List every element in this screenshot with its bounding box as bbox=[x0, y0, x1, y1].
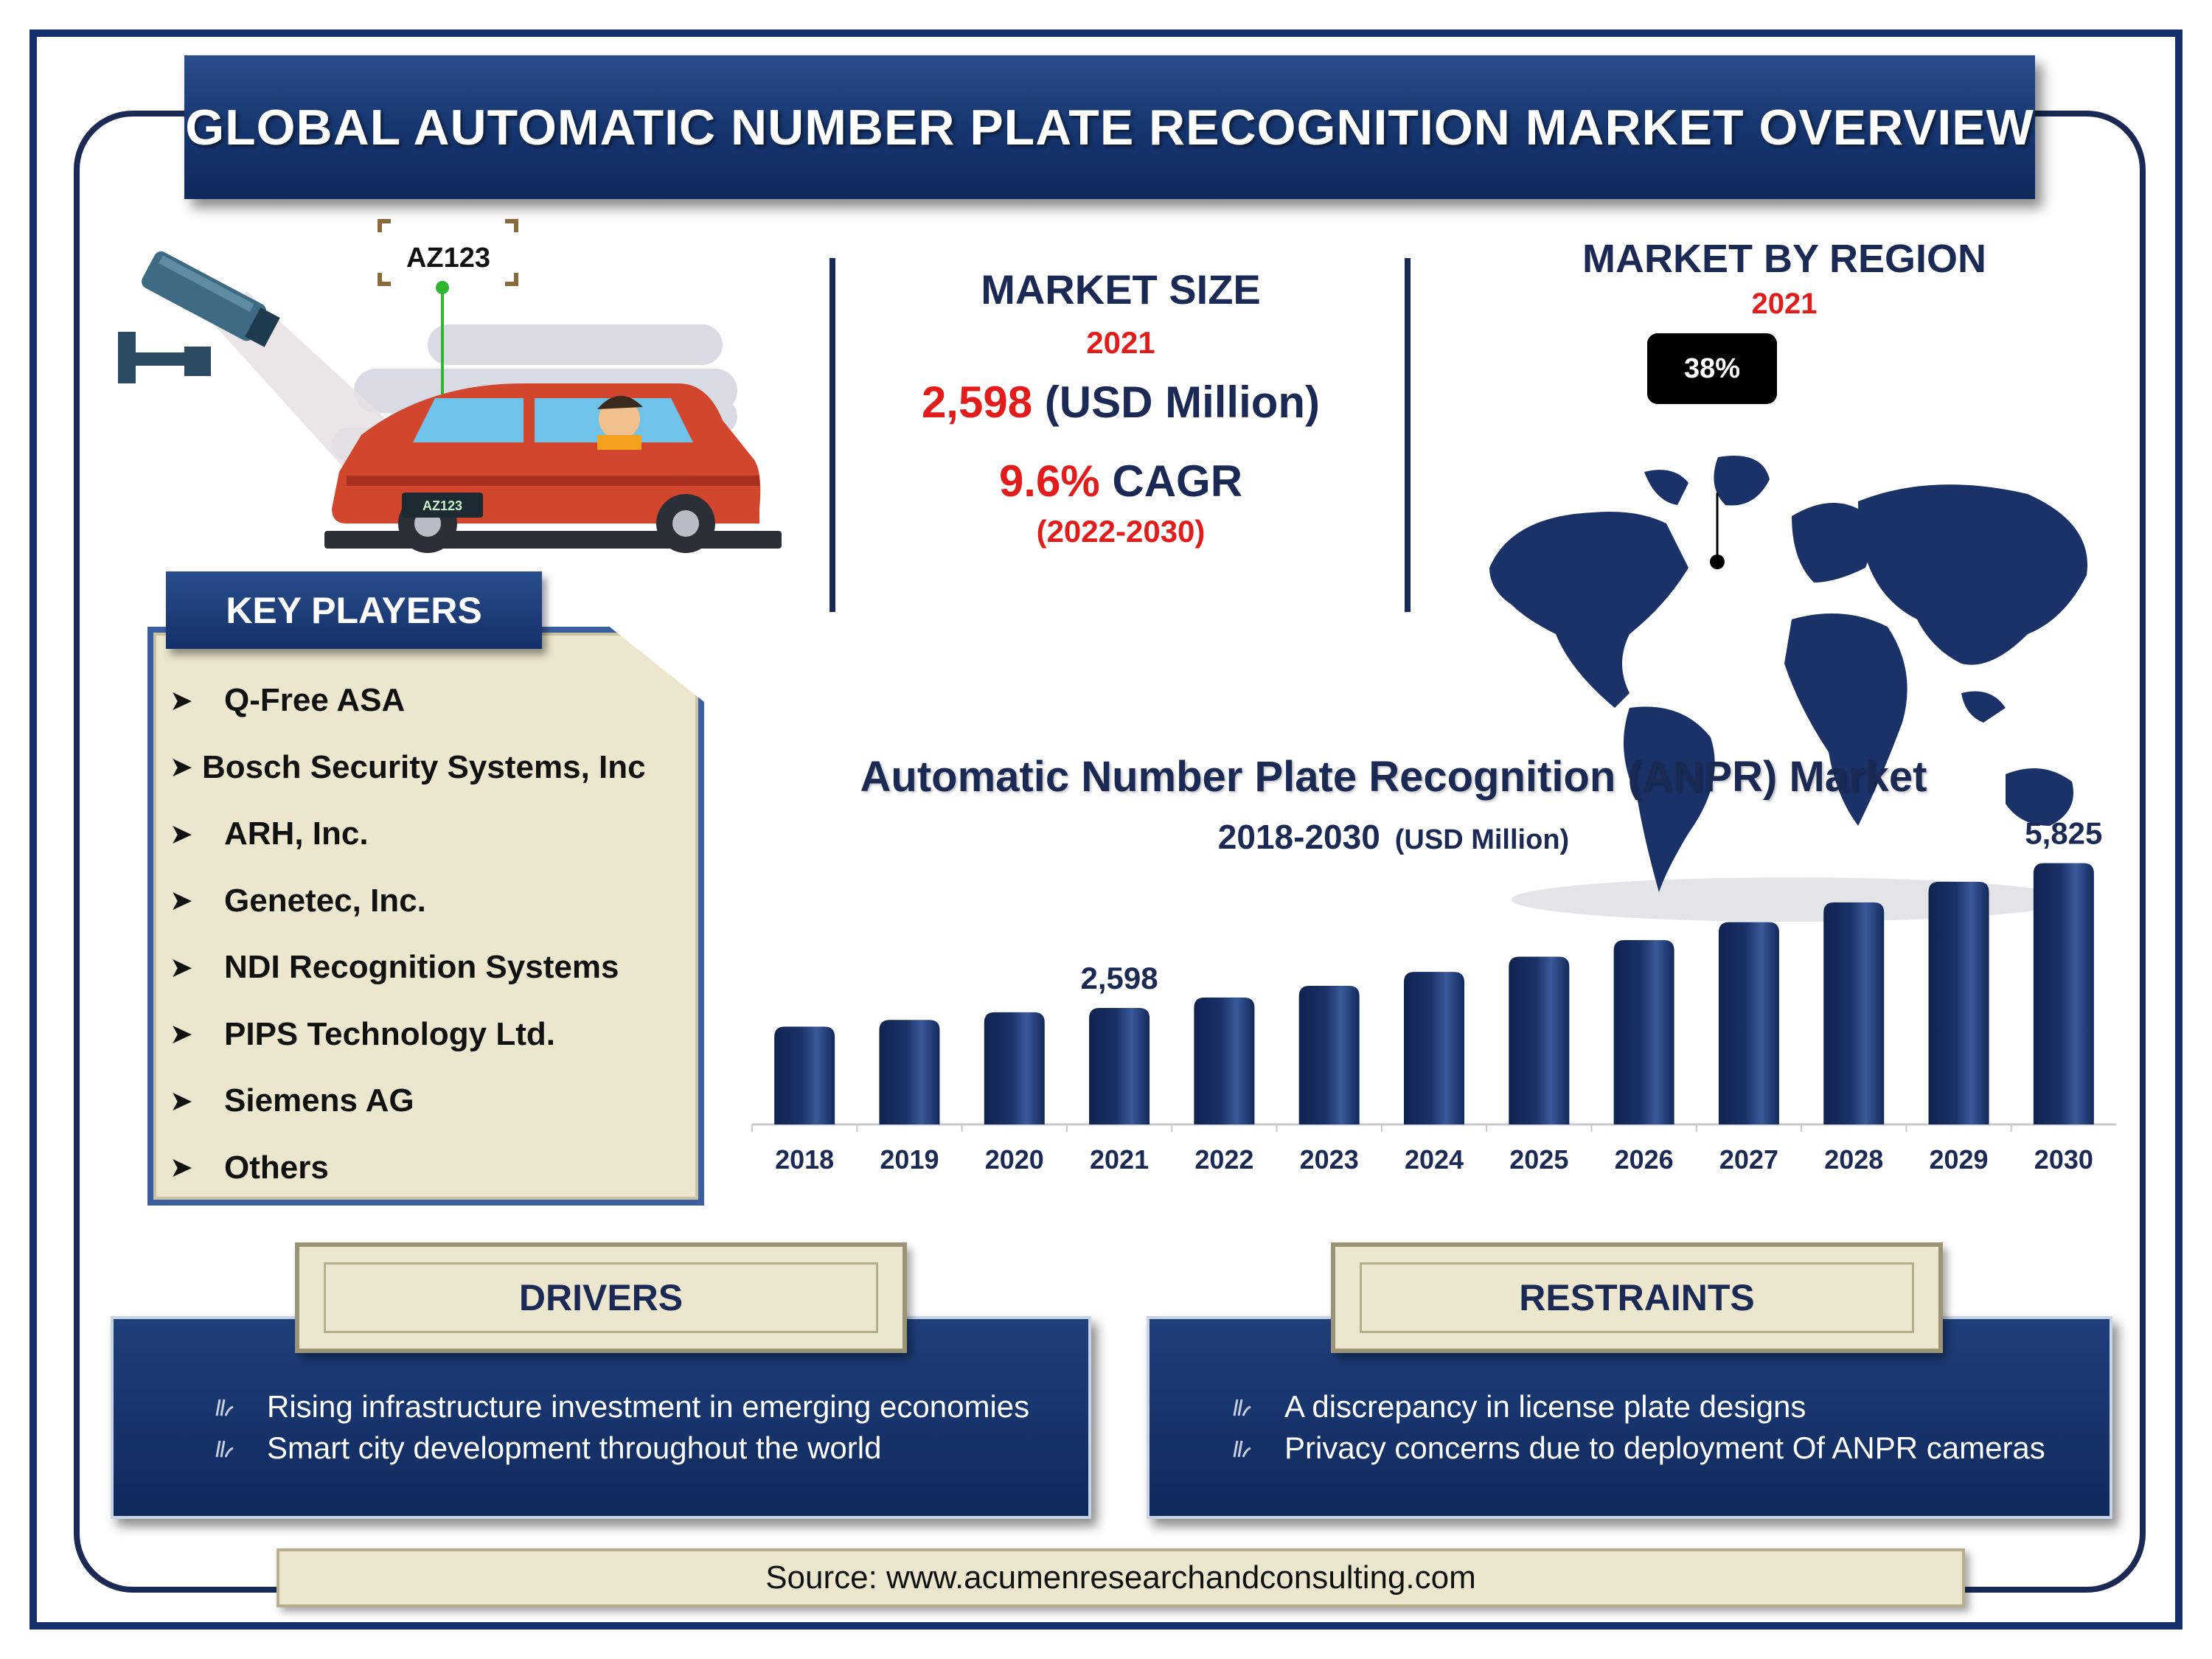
x-tick-label: 2030 bbox=[2034, 1144, 2093, 1175]
chart-subtitle: 2018-2030 (USD Million) bbox=[737, 817, 2050, 857]
x-tick-label: 2022 bbox=[1194, 1144, 1253, 1175]
list-item: Privacy concerns due to deployment Of AN… bbox=[1231, 1427, 2045, 1469]
bar-2024 bbox=[1404, 972, 1464, 1124]
car-plate-label: AZ123 bbox=[422, 498, 462, 513]
cagr-range: (2022-2030) bbox=[1036, 514, 1206, 549]
restraints-title: RESTRAINTS bbox=[1359, 1262, 1915, 1334]
bar-2026 bbox=[1613, 939, 1674, 1124]
divider-left bbox=[830, 258, 835, 612]
x-tick-label: 2026 bbox=[1615, 1144, 1674, 1175]
drivers-box bbox=[111, 1316, 1091, 1519]
title-banner: GLOBAL AUTOMATIC NUMBER PLATE RECOGNITIO… bbox=[184, 55, 2035, 199]
arrow-icon: ➤ bbox=[170, 752, 193, 784]
x-tick-label: 2023 bbox=[1300, 1144, 1359, 1175]
divider-right bbox=[1405, 258, 1411, 612]
bar-2023 bbox=[1298, 986, 1360, 1124]
list-item: ➤ PIPS Technology Ltd. bbox=[170, 1015, 555, 1052]
plate-label: AZ123 bbox=[406, 243, 490, 274]
bar-2025 bbox=[1509, 956, 1570, 1124]
car-icon bbox=[332, 383, 761, 553]
source-text: Source: www.acumenresearchandconsulting.… bbox=[765, 1559, 1476, 1596]
region-title: MARKET BY REGION bbox=[1582, 237, 1987, 281]
drivers-tab: DRIVERS bbox=[295, 1242, 907, 1353]
bullet-icon bbox=[1231, 1430, 1284, 1466]
cagr-value: 9.6% bbox=[998, 456, 1100, 506]
x-tick-label: 2020 bbox=[985, 1144, 1044, 1175]
chart-unit: (USD Million) bbox=[1394, 824, 1570, 855]
arrow-icon: ➤ bbox=[170, 886, 193, 917]
x-tick-label: 2019 bbox=[880, 1144, 939, 1175]
bar-2027 bbox=[1718, 922, 1779, 1124]
list-item: ➤ Others bbox=[170, 1149, 329, 1186]
bar-2021 bbox=[1089, 1007, 1150, 1124]
outer-frame bbox=[29, 29, 2183, 1630]
bar-2019 bbox=[879, 1020, 940, 1124]
list-item: Rising infrastructure investment in emer… bbox=[214, 1386, 1029, 1427]
x-tick-label: 2018 bbox=[775, 1144, 834, 1175]
bullet-icon bbox=[214, 1389, 267, 1425]
bullet-icon bbox=[1231, 1389, 1284, 1425]
arrow-icon: ➤ bbox=[170, 1085, 193, 1117]
market-size-number: 2,598 bbox=[921, 378, 1033, 427]
x-tick-label: 2021 bbox=[1090, 1144, 1149, 1175]
list-item: ➤ Genetec, Inc. bbox=[170, 882, 426, 919]
drivers-title: DRIVERS bbox=[323, 1262, 879, 1334]
chart-title: Automatic Number Plate Recognition (ANPR… bbox=[860, 753, 1927, 801]
list-item: ➤ NDI Recognition Systems bbox=[170, 949, 619, 986]
arrow-icon: ➤ bbox=[170, 818, 193, 850]
page-title: GLOBAL AUTOMATIC NUMBER PLATE RECOGNITIO… bbox=[185, 99, 2034, 156]
arrow-icon: ➤ bbox=[170, 1019, 193, 1051]
chart-period: 2018-2030 bbox=[1217, 818, 1380, 856]
region-year: 2021 bbox=[1751, 288, 1818, 320]
list-item: ➤ ARH, Inc. bbox=[170, 815, 369, 852]
x-tick-label: 2029 bbox=[1929, 1144, 1988, 1175]
market-size-unit: (USD Million) bbox=[1044, 378, 1321, 427]
list-item: Smart city development throughout the wo… bbox=[214, 1427, 1029, 1469]
key-players-panel bbox=[147, 627, 704, 1206]
key-players-title: KEY PLAYERS bbox=[166, 571, 542, 649]
bar-2028 bbox=[1823, 902, 1885, 1124]
world-map-icon bbox=[1489, 456, 2087, 922]
arrow-icon: ➤ bbox=[170, 1152, 193, 1184]
bar-2022 bbox=[1194, 997, 1255, 1124]
market-size-block: MARKET SIZE 2021 2,598 (USD Million) 9.6… bbox=[841, 265, 1401, 549]
restraints-tab: RESTRAINTS bbox=[1331, 1242, 1943, 1353]
bar-chart: 2018 2019 2020 2021 2,598 2022 2023 2024 2025 202… bbox=[751, 816, 2116, 1175]
bar-2018 bbox=[774, 1026, 835, 1124]
market-size-value: 2,598 (USD Million) bbox=[841, 377, 1401, 428]
x-tick-label: 2027 bbox=[1719, 1144, 1778, 1175]
bar-2030 bbox=[2033, 863, 2094, 1124]
x-tick-label: 2025 bbox=[1509, 1144, 1568, 1175]
plate-bracket bbox=[378, 219, 518, 286]
list-item: ➤ Q-Free ASA bbox=[170, 682, 406, 719]
x-tick-label: 2024 bbox=[1405, 1144, 1464, 1175]
list-item: A discrepancy in license plate designs bbox=[1231, 1386, 2045, 1427]
list-item: ➤ Bosch Security Systems, Inc bbox=[170, 748, 646, 785]
bullet-icon bbox=[214, 1430, 267, 1466]
data-label: 5,825 bbox=[2025, 816, 2102, 851]
bar-2020 bbox=[984, 1012, 1045, 1124]
data-label: 2,598 bbox=[1081, 961, 1158, 995]
bar-2029 bbox=[1928, 881, 1989, 1124]
arrow-icon: ➤ bbox=[170, 685, 193, 717]
x-tick-label: 2028 bbox=[1824, 1144, 1883, 1175]
camera-icon bbox=[118, 251, 280, 383]
cagr: 9.6% CAGR bbox=[841, 456, 1401, 507]
anpr-illustration: AZ123 AZ123 bbox=[118, 219, 782, 553]
list-item: ➤ Siemens AG bbox=[170, 1082, 414, 1119]
drivers-list: Rising infrastructure investment in emer… bbox=[214, 1386, 1029, 1469]
region-share-callout: 38% bbox=[1647, 333, 1777, 404]
source-bar: Source: www.acumenresearchandconsulting.… bbox=[276, 1548, 1965, 1607]
market-size-title: MARKET SIZE bbox=[981, 266, 1261, 313]
restraints-list: A discrepancy in license plate designs P… bbox=[1231, 1386, 2045, 1469]
arrow-icon: ➤ bbox=[170, 952, 193, 984]
cagr-label: CAGR bbox=[1112, 456, 1243, 506]
key-players-list: ➤ Q-Free ASA ➤ Bosch Security Systems, Inc… bbox=[170, 667, 700, 1201]
market-size-year: 2021 bbox=[1086, 325, 1155, 360]
